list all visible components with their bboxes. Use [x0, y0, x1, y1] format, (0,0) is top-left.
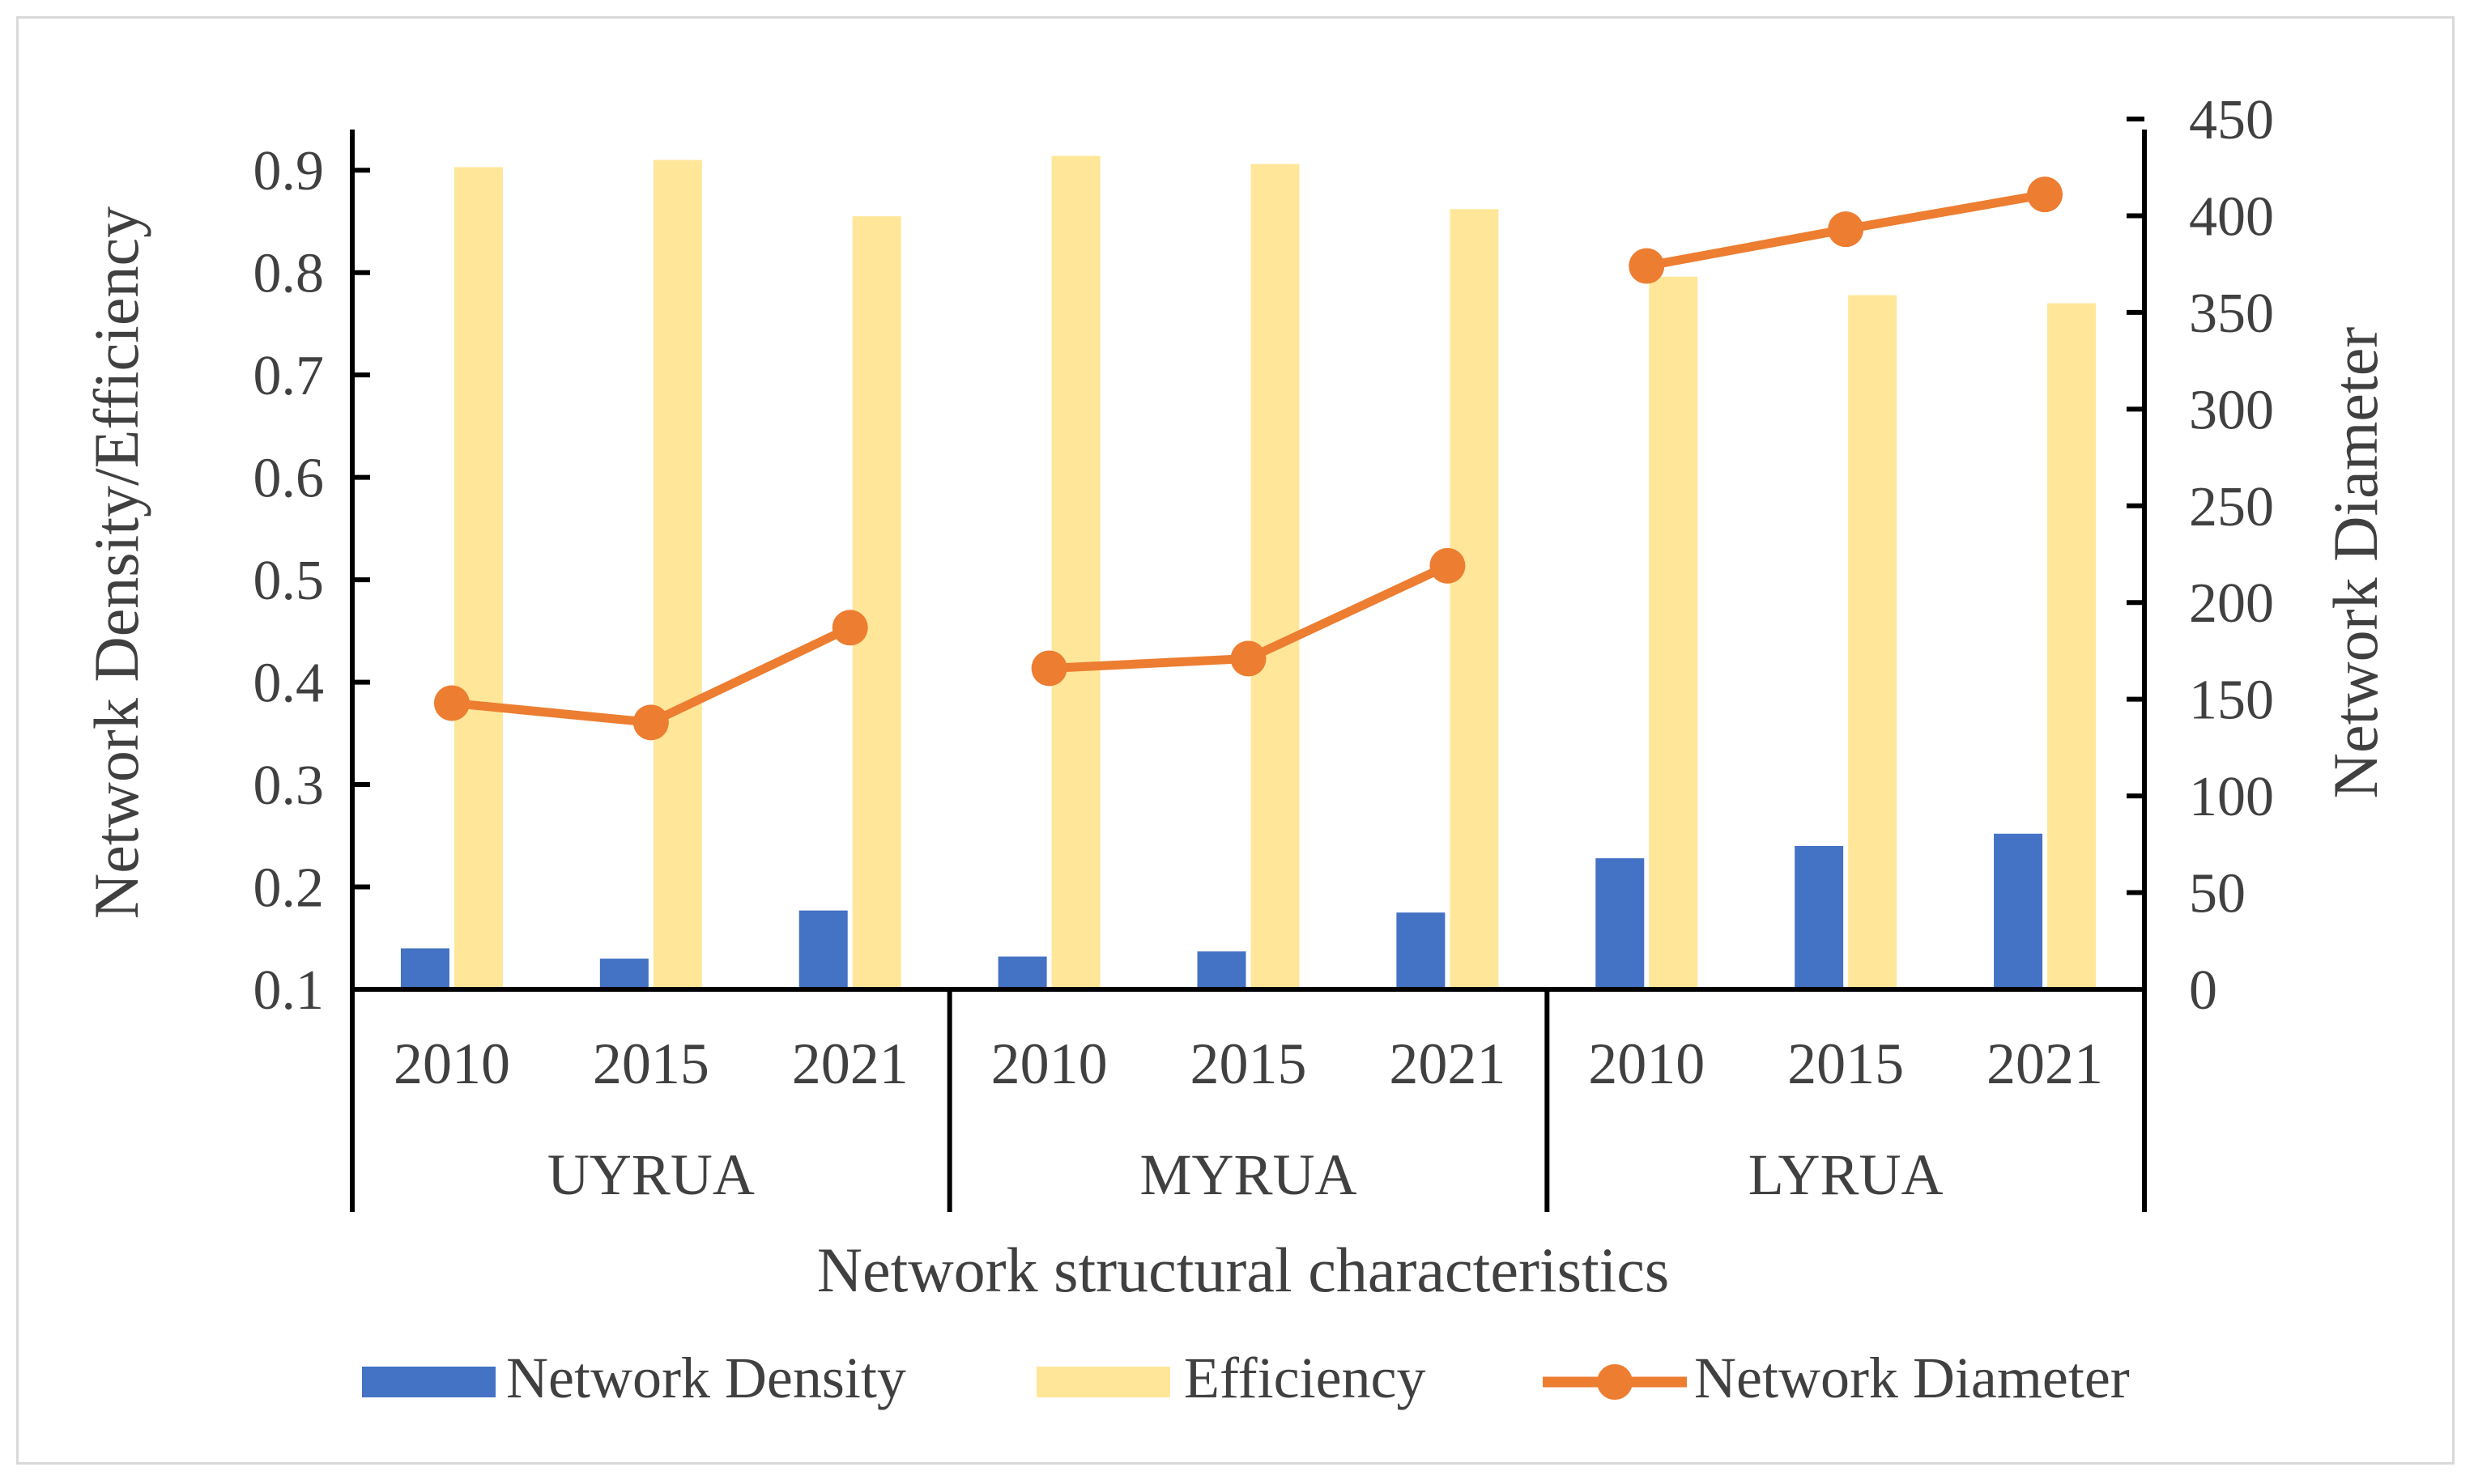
- y2-axis-title: Network Diameter: [2320, 327, 2391, 799]
- bar-efficiency-myrua-2021: [1450, 209, 1499, 989]
- x-tick-label-uyrua-2021: 2021: [792, 1031, 909, 1096]
- bar-efficiency-lyrua-2021: [2047, 303, 2097, 989]
- y2-tick-label-0: 0: [2189, 959, 2217, 1022]
- legend-label-efficiency: Efficiency: [1184, 1346, 1426, 1410]
- y-tick-label-0.8: 0.8: [253, 243, 325, 305]
- y-tick-label-0.2: 0.2: [253, 857, 325, 920]
- labels-layer: 0.1 0.2 0.3 0.4 0.5 0.6 0.7 0.8 0.9 0 50 100 150 200 2…: [253, 89, 2275, 1207]
- group-label-myrua: MYRUA: [1139, 1142, 1356, 1207]
- legend-swatch-efficiency: [1037, 1367, 1170, 1397]
- x-tick-label-uyrua-2015: 2015: [593, 1031, 709, 1096]
- legend-label-network-density: Network Density: [506, 1346, 906, 1410]
- bar-density-myrua-2015: [1197, 951, 1246, 989]
- bar-efficiency-uyrua-2015: [653, 159, 702, 989]
- x-tick-label-lyrua-2021: 2021: [1986, 1031, 2103, 1096]
- x-tick-label-myrua-2021: 2021: [1389, 1031, 1505, 1096]
- bar-density-myrua-2010: [998, 956, 1047, 989]
- point-diameter-uyrua-2021: [832, 610, 868, 646]
- bar-density-uyrua-2015: [599, 959, 649, 989]
- y2-tick-label-50: 50: [2189, 863, 2246, 925]
- y2-tick-label-100: 100: [2189, 766, 2274, 828]
- point-diameter-lyrua-2021: [2027, 176, 2063, 213]
- group-label-uyrua: UYRUA: [547, 1142, 755, 1207]
- y-tick-label-0.5: 0.5: [253, 550, 325, 612]
- y-tick-label-0.6: 0.6: [253, 448, 325, 510]
- y2-tick-label-450: 450: [2189, 89, 2274, 151]
- y-tick-label-0.9: 0.9: [253, 140, 325, 202]
- bar-density-lyrua-2010: [1595, 858, 1645, 989]
- x-tick-label-myrua-2010: 2010: [991, 1031, 1108, 1096]
- point-diameter-uyrua-2010: [433, 685, 470, 721]
- bars-layer: [400, 155, 2097, 990]
- bar-density-lyrua-2015: [1795, 845, 1844, 989]
- legend-swatch-network-density: [362, 1367, 496, 1397]
- axes-layer: [350, 117, 2147, 1212]
- group-label-lyrua: LYRUA: [1748, 1142, 1944, 1207]
- y-tick-label-0.1: 0.1: [253, 959, 325, 1022]
- point-diameter-myrua-2021: [1429, 547, 1466, 584]
- bar-efficiency-uyrua-2010: [453, 167, 503, 990]
- line-layer: [433, 176, 2063, 741]
- x-tick-label-lyrua-2015: 2015: [1787, 1031, 1904, 1096]
- point-diameter-lyrua-2010: [1629, 248, 1665, 284]
- x-tick-label-myrua-2015: 2015: [1190, 1031, 1307, 1096]
- legend: Network Density Efficiency Network Diame…: [362, 1346, 2130, 1410]
- x-tick-label-lyrua-2010: 2010: [1588, 1031, 1705, 1096]
- point-diameter-lyrua-2015: [1828, 211, 1864, 248]
- y-tick-label-0.4: 0.4: [253, 653, 325, 715]
- y2-tick-label-200: 200: [2189, 572, 2274, 635]
- legend-marker-network-diameter: [1597, 1364, 1633, 1400]
- x-axis-title: Network structural characteristics: [817, 1235, 1670, 1305]
- bar-efficiency-myrua-2010: [1051, 155, 1101, 989]
- bar-efficiency-lyrua-2015: [1848, 295, 1897, 989]
- point-diameter-myrua-2010: [1031, 650, 1067, 687]
- y2-tick-label-300: 300: [2189, 379, 2274, 441]
- y2-tick-label-250: 250: [2189, 476, 2274, 538]
- point-diameter-uyrua-2015: [632, 704, 669, 741]
- bar-density-lyrua-2021: [1994, 833, 2043, 989]
- bar-efficiency-uyrua-2021: [852, 216, 901, 989]
- bar-density-uyrua-2021: [798, 910, 848, 989]
- bar-efficiency-lyrua-2010: [1649, 276, 1698, 989]
- y2-tick-label-400: 400: [2189, 185, 2274, 248]
- y2-tick-label-150: 150: [2189, 670, 2274, 732]
- y2-tick-label-350: 350: [2189, 283, 2274, 345]
- bar-efficiency-myrua-2015: [1250, 164, 1300, 989]
- y-tick-label-0.7: 0.7: [253, 345, 325, 407]
- y-axis-title: Network Density/Efficiency: [81, 206, 151, 919]
- bar-density-uyrua-2010: [400, 948, 449, 989]
- y-tick-label-0.3: 0.3: [253, 755, 325, 817]
- x-tick-label-uyrua-2010: 2010: [394, 1031, 510, 1096]
- legend-label-network-diameter: Network Diameter: [1694, 1346, 2130, 1410]
- bar-density-myrua-2021: [1396, 912, 1446, 989]
- point-diameter-myrua-2015: [1230, 640, 1267, 677]
